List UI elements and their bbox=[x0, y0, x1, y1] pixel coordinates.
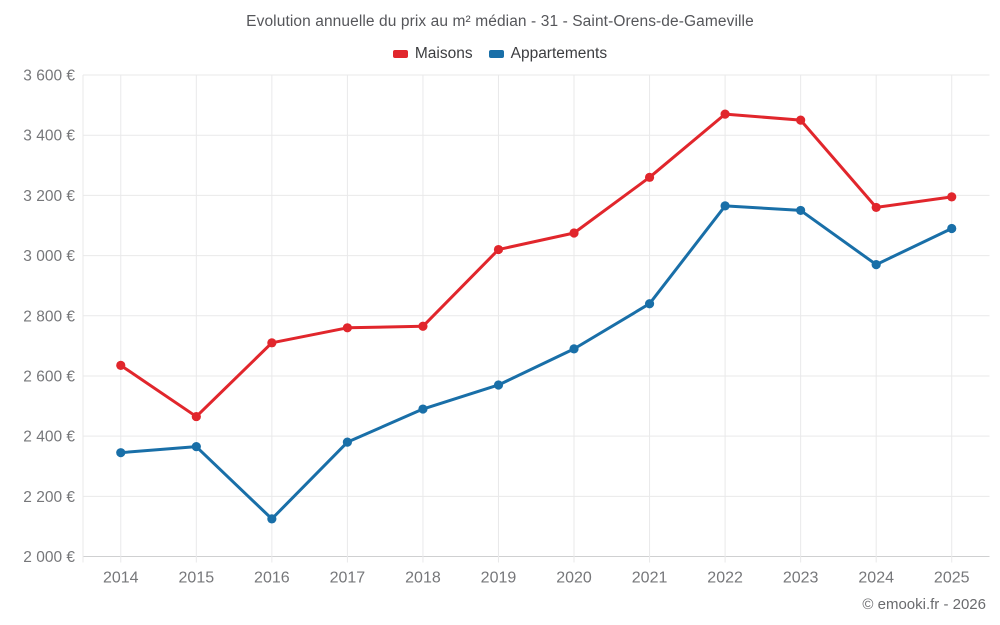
y-axis-label: 3 400 € bbox=[23, 128, 75, 145]
data-point-maisons-2016[interactable] bbox=[267, 338, 277, 348]
x-axis-label: 2021 bbox=[632, 570, 668, 587]
x-axis-label: 2016 bbox=[254, 570, 290, 587]
data-point-appartements-2021[interactable] bbox=[644, 299, 655, 309]
y-axis-label: 3 000 € bbox=[23, 248, 75, 265]
data-point-appartements-2025[interactable] bbox=[947, 223, 957, 234]
data-point-appartements-2016[interactable] bbox=[267, 514, 277, 524]
x-axis-label: 2017 bbox=[330, 570, 366, 587]
data-point-appartements-2020[interactable] bbox=[569, 344, 579, 354]
x-axis-label: 2015 bbox=[179, 570, 215, 587]
data-point-maisons-2022[interactable] bbox=[720, 109, 730, 119]
copyright-footer: © emooki.fr - 2026 bbox=[862, 596, 986, 613]
data-point-maisons-2023[interactable] bbox=[796, 115, 806, 125]
data-point-maisons-2019[interactable] bbox=[493, 244, 504, 255]
data-point-maisons-2015[interactable] bbox=[191, 411, 201, 422]
legend-item-maisons[interactable]: Maisons bbox=[392, 45, 473, 63]
data-point-maisons-2020[interactable] bbox=[569, 228, 579, 238]
data-point-maisons-2024[interactable] bbox=[871, 202, 881, 213]
x-axis-label: 2024 bbox=[858, 570, 894, 587]
y-axis-label: 3 600 € bbox=[23, 68, 75, 85]
x-axis-label: 2019 bbox=[481, 570, 517, 587]
x-axis-label: 2025 bbox=[934, 570, 970, 587]
y-axis-label: 2 200 € bbox=[23, 489, 75, 506]
y-axis-label: 2 400 € bbox=[23, 429, 75, 446]
legend-label-appartements: Appartements bbox=[510, 45, 608, 62]
legend-label-maisons: Maisons bbox=[414, 45, 473, 62]
data-point-appartements-2019[interactable] bbox=[493, 380, 504, 390]
chart-legend: Maisons Appartements bbox=[0, 45, 1000, 63]
chart-title: Evolution annuelle du prix au m² médian … bbox=[246, 13, 754, 30]
legend-swatch-appartements-icon bbox=[488, 50, 504, 58]
data-point-appartements-2015[interactable] bbox=[191, 442, 201, 452]
data-point-appartements-2014[interactable] bbox=[116, 448, 126, 458]
legend-item-appartements[interactable]: Appartements bbox=[488, 45, 608, 63]
data-point-appartements-2017[interactable] bbox=[342, 437, 352, 447]
x-axis-label: 2023 bbox=[783, 570, 819, 587]
legend-swatch-maisons-icon bbox=[392, 50, 408, 58]
x-axis-label: 2020 bbox=[556, 570, 592, 587]
data-point-maisons-2025[interactable] bbox=[947, 192, 957, 202]
data-point-maisons-2014[interactable] bbox=[116, 360, 126, 371]
x-axis-label: 2022 bbox=[707, 570, 743, 587]
data-point-maisons-2017[interactable] bbox=[342, 323, 352, 333]
y-axis-label: 3 200 € bbox=[23, 188, 75, 205]
y-axis-label: 2 600 € bbox=[23, 368, 75, 385]
data-point-maisons-2021[interactable] bbox=[644, 172, 655, 182]
x-axis-label: 2014 bbox=[103, 570, 139, 587]
data-point-appartements-2018[interactable] bbox=[418, 404, 428, 414]
y-axis-label: 2 000 € bbox=[23, 549, 75, 566]
y-axis-label: 2 800 € bbox=[23, 308, 75, 325]
data-point-appartements-2024[interactable] bbox=[871, 259, 881, 270]
data-point-appartements-2022[interactable] bbox=[720, 201, 730, 211]
data-point-appartements-2023[interactable] bbox=[796, 205, 806, 216]
x-axis-label: 2018 bbox=[405, 570, 441, 587]
data-point-maisons-2018[interactable] bbox=[418, 321, 428, 331]
maisons-line bbox=[119, 112, 954, 419]
appartements-line bbox=[119, 204, 954, 521]
